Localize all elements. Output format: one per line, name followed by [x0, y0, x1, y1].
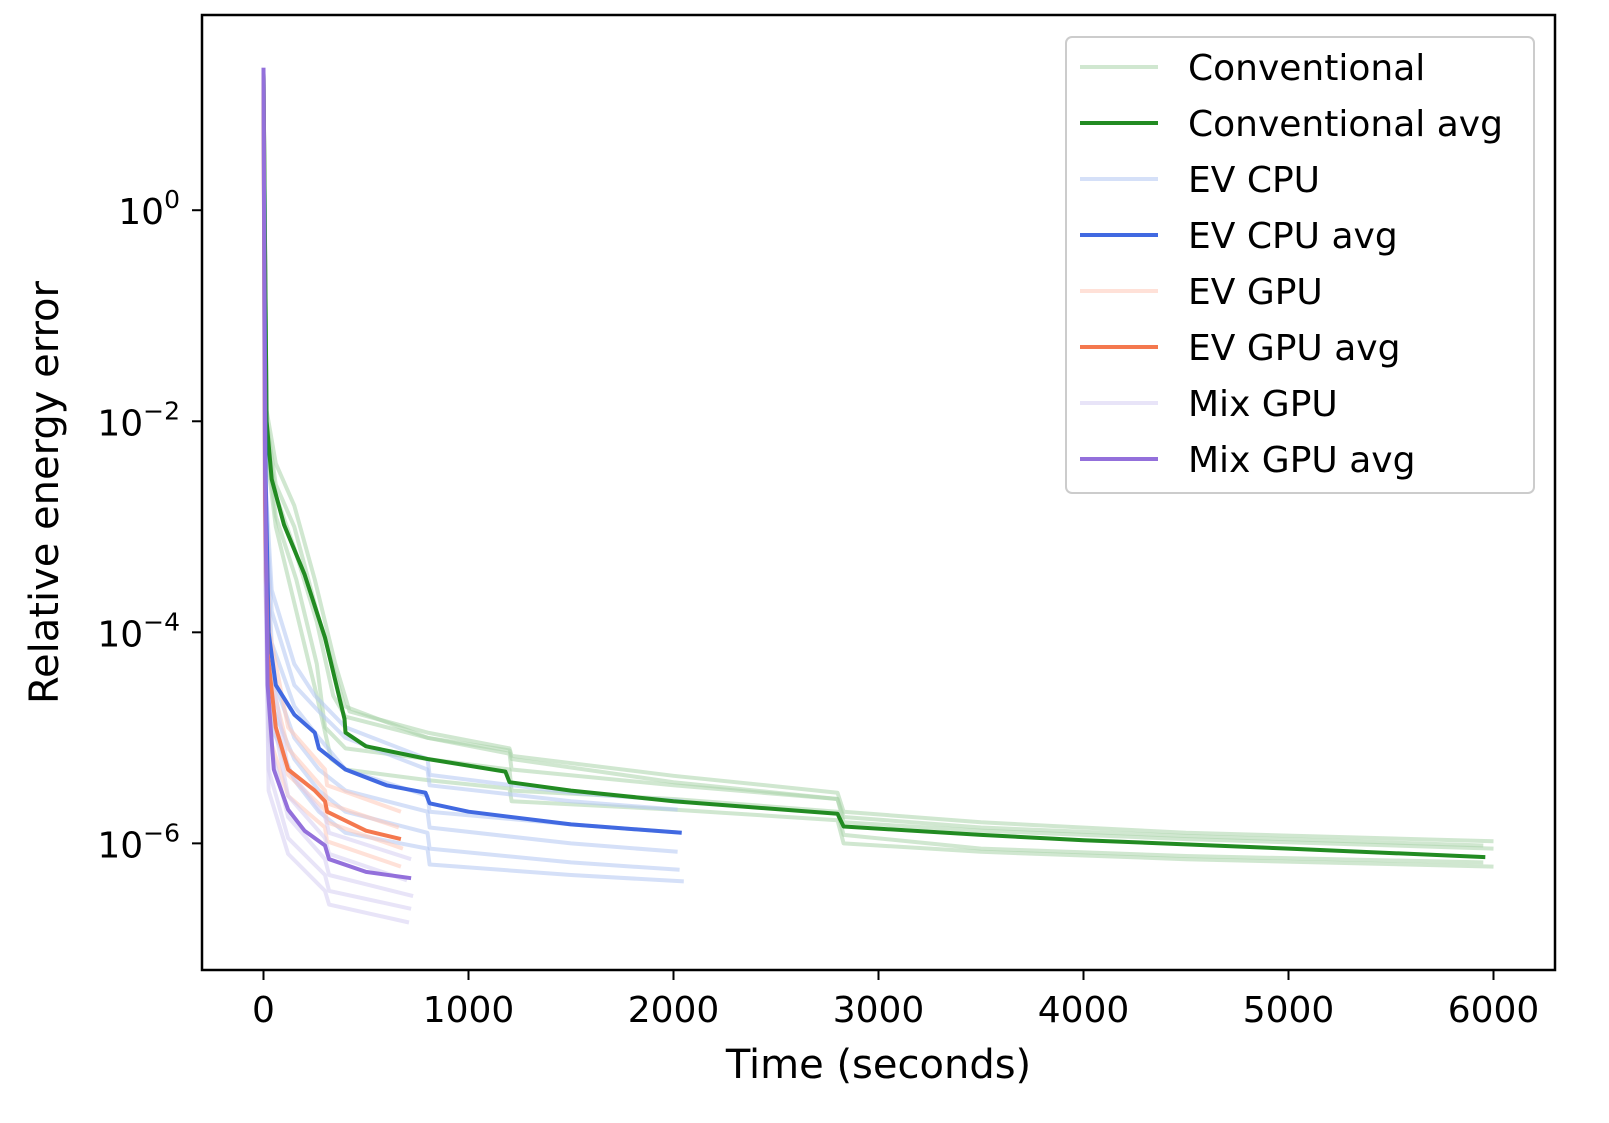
- legend-label-conventional-avg: Conventional avg: [1188, 104, 1503, 145]
- series-line-conventional-run-1: [261, 72, 1494, 844]
- y-tick-label: 10−6: [97, 818, 180, 866]
- x-tick-label: 4000: [1038, 990, 1130, 1031]
- x-tick-label: 0: [252, 990, 275, 1031]
- y-tick-label: 10−4: [97, 607, 180, 655]
- legend-label-conventional: Conventional: [1188, 48, 1425, 89]
- y-tick-label: 10−2: [97, 396, 180, 444]
- legend-label-ev-gpu: EV GPU: [1188, 272, 1323, 313]
- series-layer: [261, 67, 1494, 925]
- x-tick-label: 5000: [1243, 990, 1335, 1031]
- series-line-ev-cpu-avg-6: [261, 72, 682, 835]
- y-tick-label: 100: [118, 185, 180, 233]
- x-tick-label: 3000: [833, 990, 925, 1031]
- legend-label-ev-cpu-avg: EV CPU avg: [1188, 216, 1398, 257]
- series-line-conventional-run-5: [261, 72, 1494, 851]
- y-axis: 100 10−2 10−4 10−6: [97, 185, 202, 866]
- x-tick-label: 2000: [628, 990, 720, 1031]
- legend-label-ev-cpu: EV CPU: [1188, 160, 1320, 201]
- x-tick-label: 1000: [423, 990, 515, 1031]
- series-line-conventional-avg-0: [261, 72, 1486, 860]
- legend-label-mix-gpu-avg: Mix GPU avg: [1188, 440, 1415, 481]
- legend-box: [1065, 36, 1535, 494]
- series-line-conventional-run-4: [261, 72, 1494, 869]
- y-axis-title: Relative energy error: [22, 280, 68, 704]
- x-axis-title: Time (seconds): [725, 1042, 1031, 1088]
- legend-label-ev-gpu-avg: EV GPU avg: [1188, 328, 1400, 369]
- legend: Conventional Conventional avg EV CPU EV CPU…: [1065, 36, 1535, 494]
- legend-label-mix-gpu: Mix GPU: [1188, 384, 1338, 425]
- series-line-mix-gpu-avg-18: [261, 67, 412, 881]
- x-axis: 0 1000 2000 3000 4000 5000 6000: [252, 970, 1539, 1031]
- x-tick-label: 6000: [1448, 990, 1540, 1031]
